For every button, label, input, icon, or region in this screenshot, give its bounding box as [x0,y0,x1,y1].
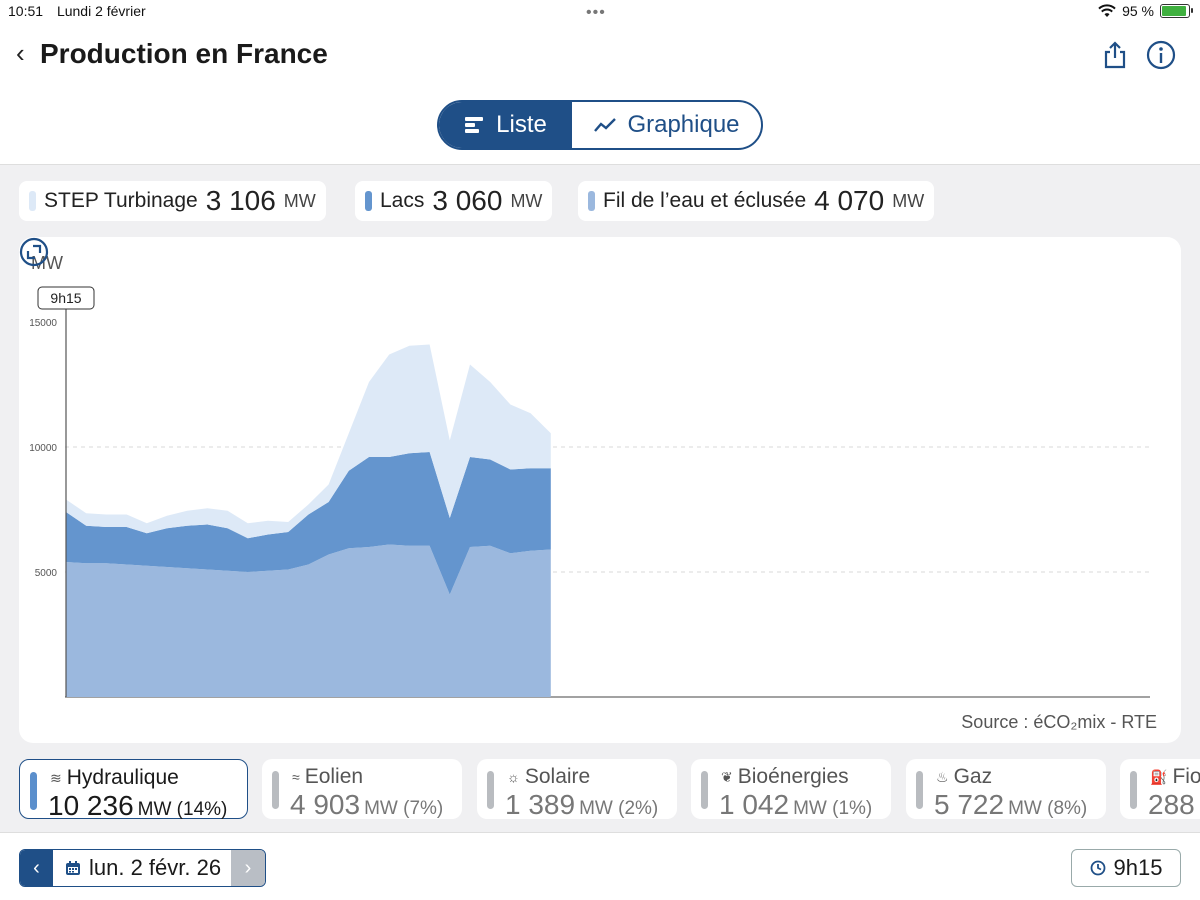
legend-chip-fil-eau[interactable]: Fil de l’eau et éclusée 4 070 MW [578,181,935,221]
time-cursor-label: 9h15 [50,290,81,306]
time-picker[interactable]: 9h15 [1071,849,1181,887]
battery-percent: 95 % [1122,3,1154,19]
card-fioul[interactable]: ⛽ Fio 288 [1120,759,1200,820]
card-unit: MW (2%) [579,798,659,819]
solar-panel-icon: ☼ [507,769,520,785]
card-value: 1 389 [505,789,576,820]
date-field[interactable]: lun. 2 févr. 26 [53,850,231,886]
tab-graphique-label: Graphique [627,111,740,138]
card-value: 288 [1148,789,1195,820]
card-label: Hydraulique [66,766,179,789]
legend-swatch [588,191,595,211]
card-label: Eolien [304,765,364,788]
card-value: 4 903 [290,789,361,820]
legend-value: 4 070 [814,185,885,216]
legend-unit: MW [892,190,925,211]
card-color-bar [701,771,708,809]
card-label: Bioénergies [737,765,849,788]
legend-unit: MW [510,190,543,211]
wind-icon: ≈ [292,769,300,785]
time-label: 9h15 [1113,855,1163,880]
chart-svg: MW 5000 10000 15000 9h15 [29,253,1150,698]
legend-chip-step[interactable]: STEP Turbinage 3 106 MW [19,181,326,221]
legend-label: STEP Turbinage [44,189,198,212]
tab-liste-label: Liste [496,111,547,138]
area-series[interactable] [66,544,551,698]
card-color-bar [487,771,494,809]
status-time: 10:51 [8,3,44,19]
card-eolien[interactable]: ≈ Eolien 4 903 MW (7%) [262,759,462,820]
area-series[interactable] [66,452,551,595]
legend-value: 3 060 [432,185,503,216]
card-value: 10 236 [48,790,134,821]
calendar-icon [66,861,80,875]
previous-day-button[interactable]: ‹ [20,850,53,886]
date-picker: ‹ lun. 2 févr. 26 › [19,849,266,887]
card-value: 5 722 [934,789,1005,820]
status-right: 95 % [1098,3,1193,19]
card-bioenergies[interactable]: ❦ Bioénergies 1 042 MW (1%) [691,759,891,820]
leaf-icon: ❦ [721,768,733,785]
battery-icon [1160,4,1193,18]
card-hydraulique[interactable]: ≋ Hydraulique 10 236 MW (14%) [19,759,248,821]
card-unit: MW (1%) [793,798,873,819]
fuel-pump-icon: ⛽ [1150,768,1168,785]
line-chart-icon [594,118,617,132]
share-icon[interactable] [1100,40,1130,70]
view-switcher: Liste Graphique [437,100,763,150]
multitask-dots-icon[interactable]: ••• [586,4,606,21]
tab-graphique[interactable]: Graphique [572,102,761,148]
card-solaire[interactable]: ☼ Solaire 1 389 MW (2%) [477,759,677,820]
wifi-icon [1098,4,1116,17]
next-day-button[interactable]: › [231,850,265,886]
category-cards: ≋ Hydraulique 10 236 MW (14%) ≈ Eolien 4 90… [0,759,1200,823]
card-label: Gaz [953,765,993,788]
tab-liste[interactable]: Liste [439,102,572,148]
status-date: Lundi 2 février [56,3,146,19]
hydraulique-icon: ≋ [50,769,62,786]
nav-header: ‹ Production en France [0,30,1200,82]
card-color-bar [1130,771,1137,809]
chevron-right-icon: › [244,856,252,879]
legend-label: Lacs [380,189,425,212]
date-label: lun. 2 févr. 26 [89,855,222,880]
card-unit: MW (14%) [137,799,228,820]
card-color-bar [916,771,923,809]
status-left: 10:51 Lundi 2 février [8,3,156,19]
legend-value: 3 106 [205,185,276,216]
status-bar: 10:51 Lundi 2 février ••• 95 % [0,0,1200,24]
y-axis-label: MW [31,253,63,273]
list-bars-icon [465,117,484,133]
card-unit: MW (7%) [364,798,444,819]
card-color-bar [30,772,37,810]
clock-icon [1090,860,1105,876]
time-cursor-tag[interactable] [37,286,95,310]
flame-icon: ♨ [936,768,949,785]
chart-card: MW 5000 10000 15000 9h15 Source : éCO₂mix … [19,237,1181,743]
card-color-bar [272,771,279,809]
legend-chip-lacs[interactable]: Lacs 3 060 MW [355,181,553,221]
card-label: Solaire [524,765,591,788]
card-label: Fio [1172,765,1200,788]
back-chevron-icon[interactable]: ‹ [16,38,25,68]
y-tick-label: 5000 [35,568,58,579]
legend-unit: MW [283,190,316,211]
bottom-bar: ‹ lun. 2 févr. 26 › 9h15 [0,832,1200,900]
legend-label: Fil de l’eau et éclusée [603,189,807,212]
expand-icon[interactable] [19,237,49,267]
legend-swatch [365,191,372,211]
card-gaz[interactable]: ♨ Gaz 5 722 MW (8%) [906,759,1106,820]
card-unit: MW (8%) [1008,798,1088,819]
y-tick-label: 10000 [29,443,57,454]
legend-swatch [29,191,36,211]
content-area: STEP Turbinage 3 106 MW Lacs 3 060 MW Fi… [0,164,1200,832]
card-value: 1 042 [719,789,790,820]
chart-source: Source : éCO₂mix - RTE [961,712,1157,732]
page-title: Production en France [40,38,328,69]
chevron-left-icon: ‹ [33,856,40,879]
y-tick-label: 15000 [29,318,57,329]
info-icon[interactable] [1146,40,1176,70]
area-series[interactable] [66,344,551,539]
